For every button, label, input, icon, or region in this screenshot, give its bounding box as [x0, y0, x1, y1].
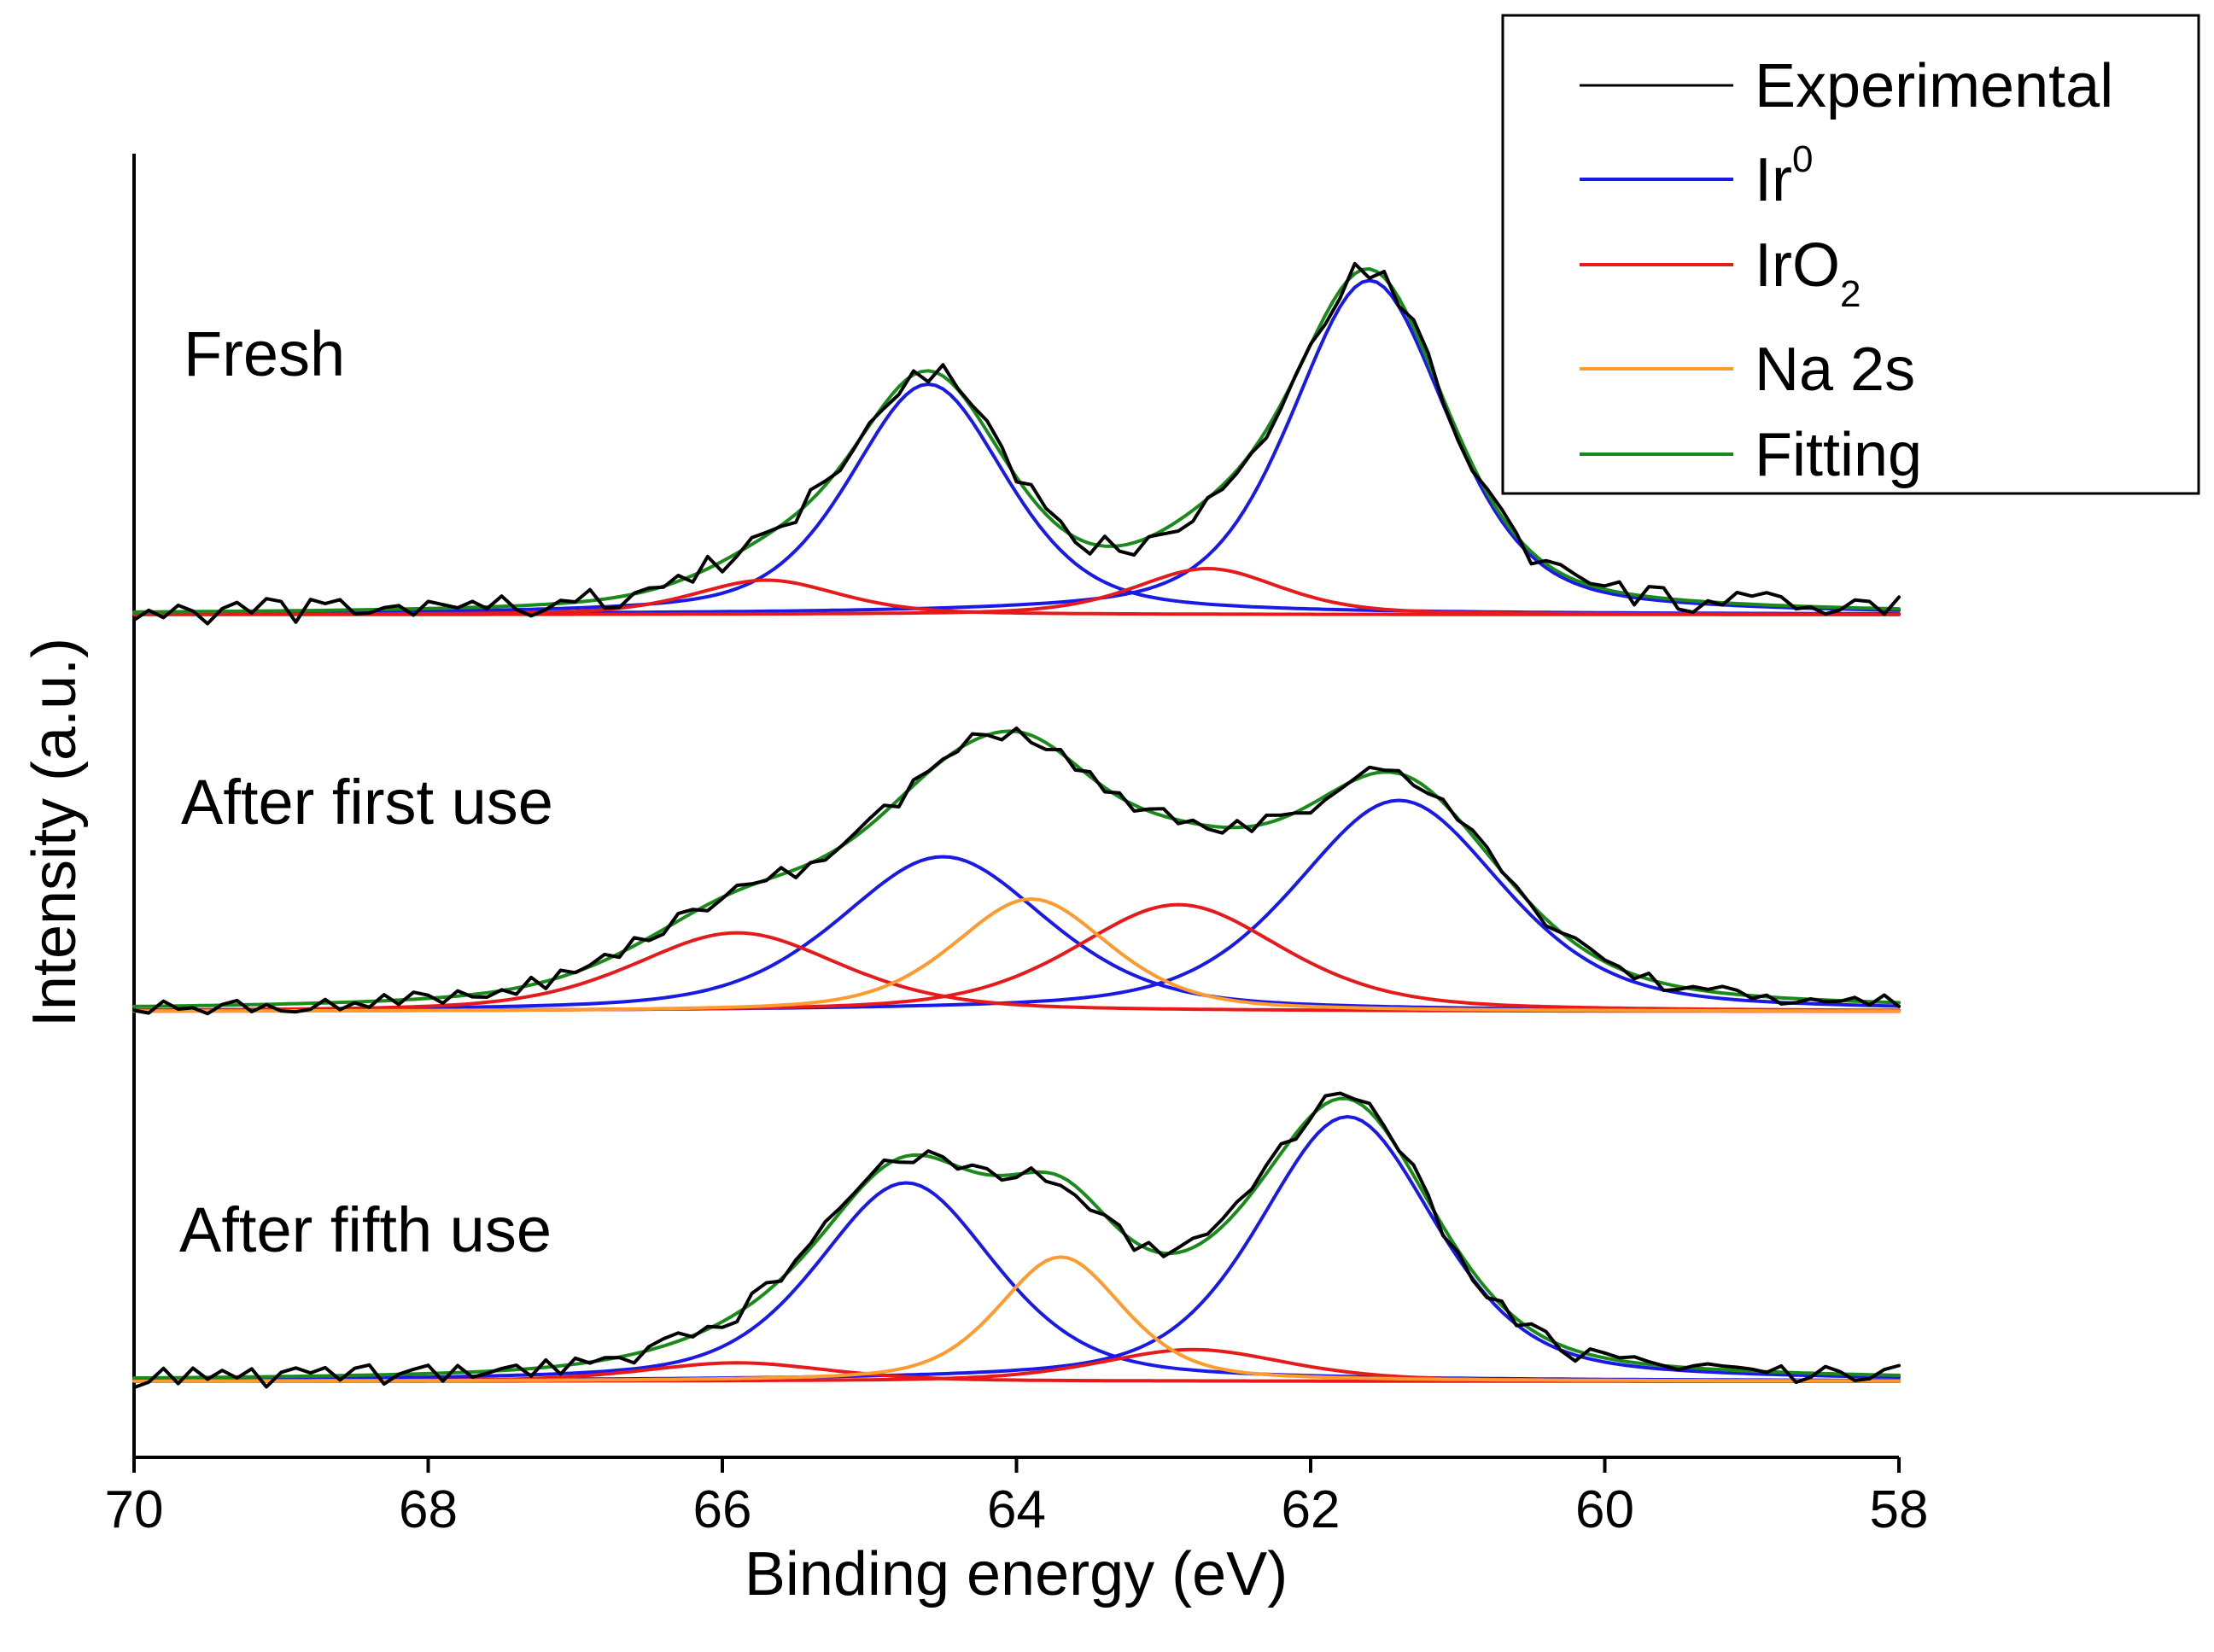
- panel-label-fifth-use: After fifth use: [179, 1194, 552, 1265]
- series-layer: [132, 261, 1901, 1390]
- legend-label-experimental: Experimental: [1755, 52, 2113, 120]
- legend-label-iro2: IrO2: [1755, 231, 1861, 315]
- panel-1-experimental-curve: [132, 726, 1901, 1016]
- x-tick-label-60: 60: [1575, 1480, 1634, 1539]
- panel-1-iro2-component-3: [132, 902, 1901, 1013]
- panel-label-first-use: After first use: [181, 767, 553, 838]
- x-tick-label-62: 62: [1282, 1480, 1341, 1539]
- panel-label-fresh: Fresh: [184, 318, 345, 389]
- legend-label-ir0-main: Ir: [1755, 146, 1792, 214]
- legend-label-iro2-main: IrO: [1755, 231, 1840, 300]
- legend-box: [1501, 14, 2200, 495]
- panel-0-experimental-curve: [132, 261, 1901, 626]
- x-tick-label-70: 70: [105, 1480, 164, 1539]
- x-ticks: 70 68 66 64 62 60 58: [105, 1457, 1929, 1539]
- x-tick-label-64: 64: [987, 1480, 1046, 1539]
- legend-label-ir0-sup: 0: [1792, 138, 1813, 180]
- legend-label-na2s: Na 2s: [1755, 336, 1915, 404]
- legend-label-iro2-sub: 2: [1840, 273, 1861, 315]
- x-axis-title: Binding energy (eV): [745, 1540, 1288, 1608]
- x-tick-label-68: 68: [399, 1480, 458, 1539]
- legend-label-ir0: Ir0: [1755, 138, 1813, 214]
- x-tick-label-66: 66: [693, 1480, 752, 1539]
- panel-0-iro2-component-3: [132, 567, 1901, 616]
- panel-2-na2s-component-4: [132, 1255, 1901, 1383]
- panel-0-fitting-curve: [132, 267, 1901, 614]
- panel-2-fitting-curve: [132, 1096, 1901, 1381]
- legend-label-fitting: Fitting: [1755, 421, 1922, 489]
- panel-1-ir0-component-0: [132, 855, 1901, 1013]
- panel-2-experimental-curve: [132, 1091, 1901, 1390]
- legend: Experimental Ir0 IrO2 Na 2s Fitting: [1501, 14, 2200, 495]
- x-tick-label-58: 58: [1870, 1480, 1929, 1539]
- panel-1-na2s-component-4: [132, 897, 1901, 1013]
- y-axis-title: Intensity (a.u.): [20, 638, 89, 1027]
